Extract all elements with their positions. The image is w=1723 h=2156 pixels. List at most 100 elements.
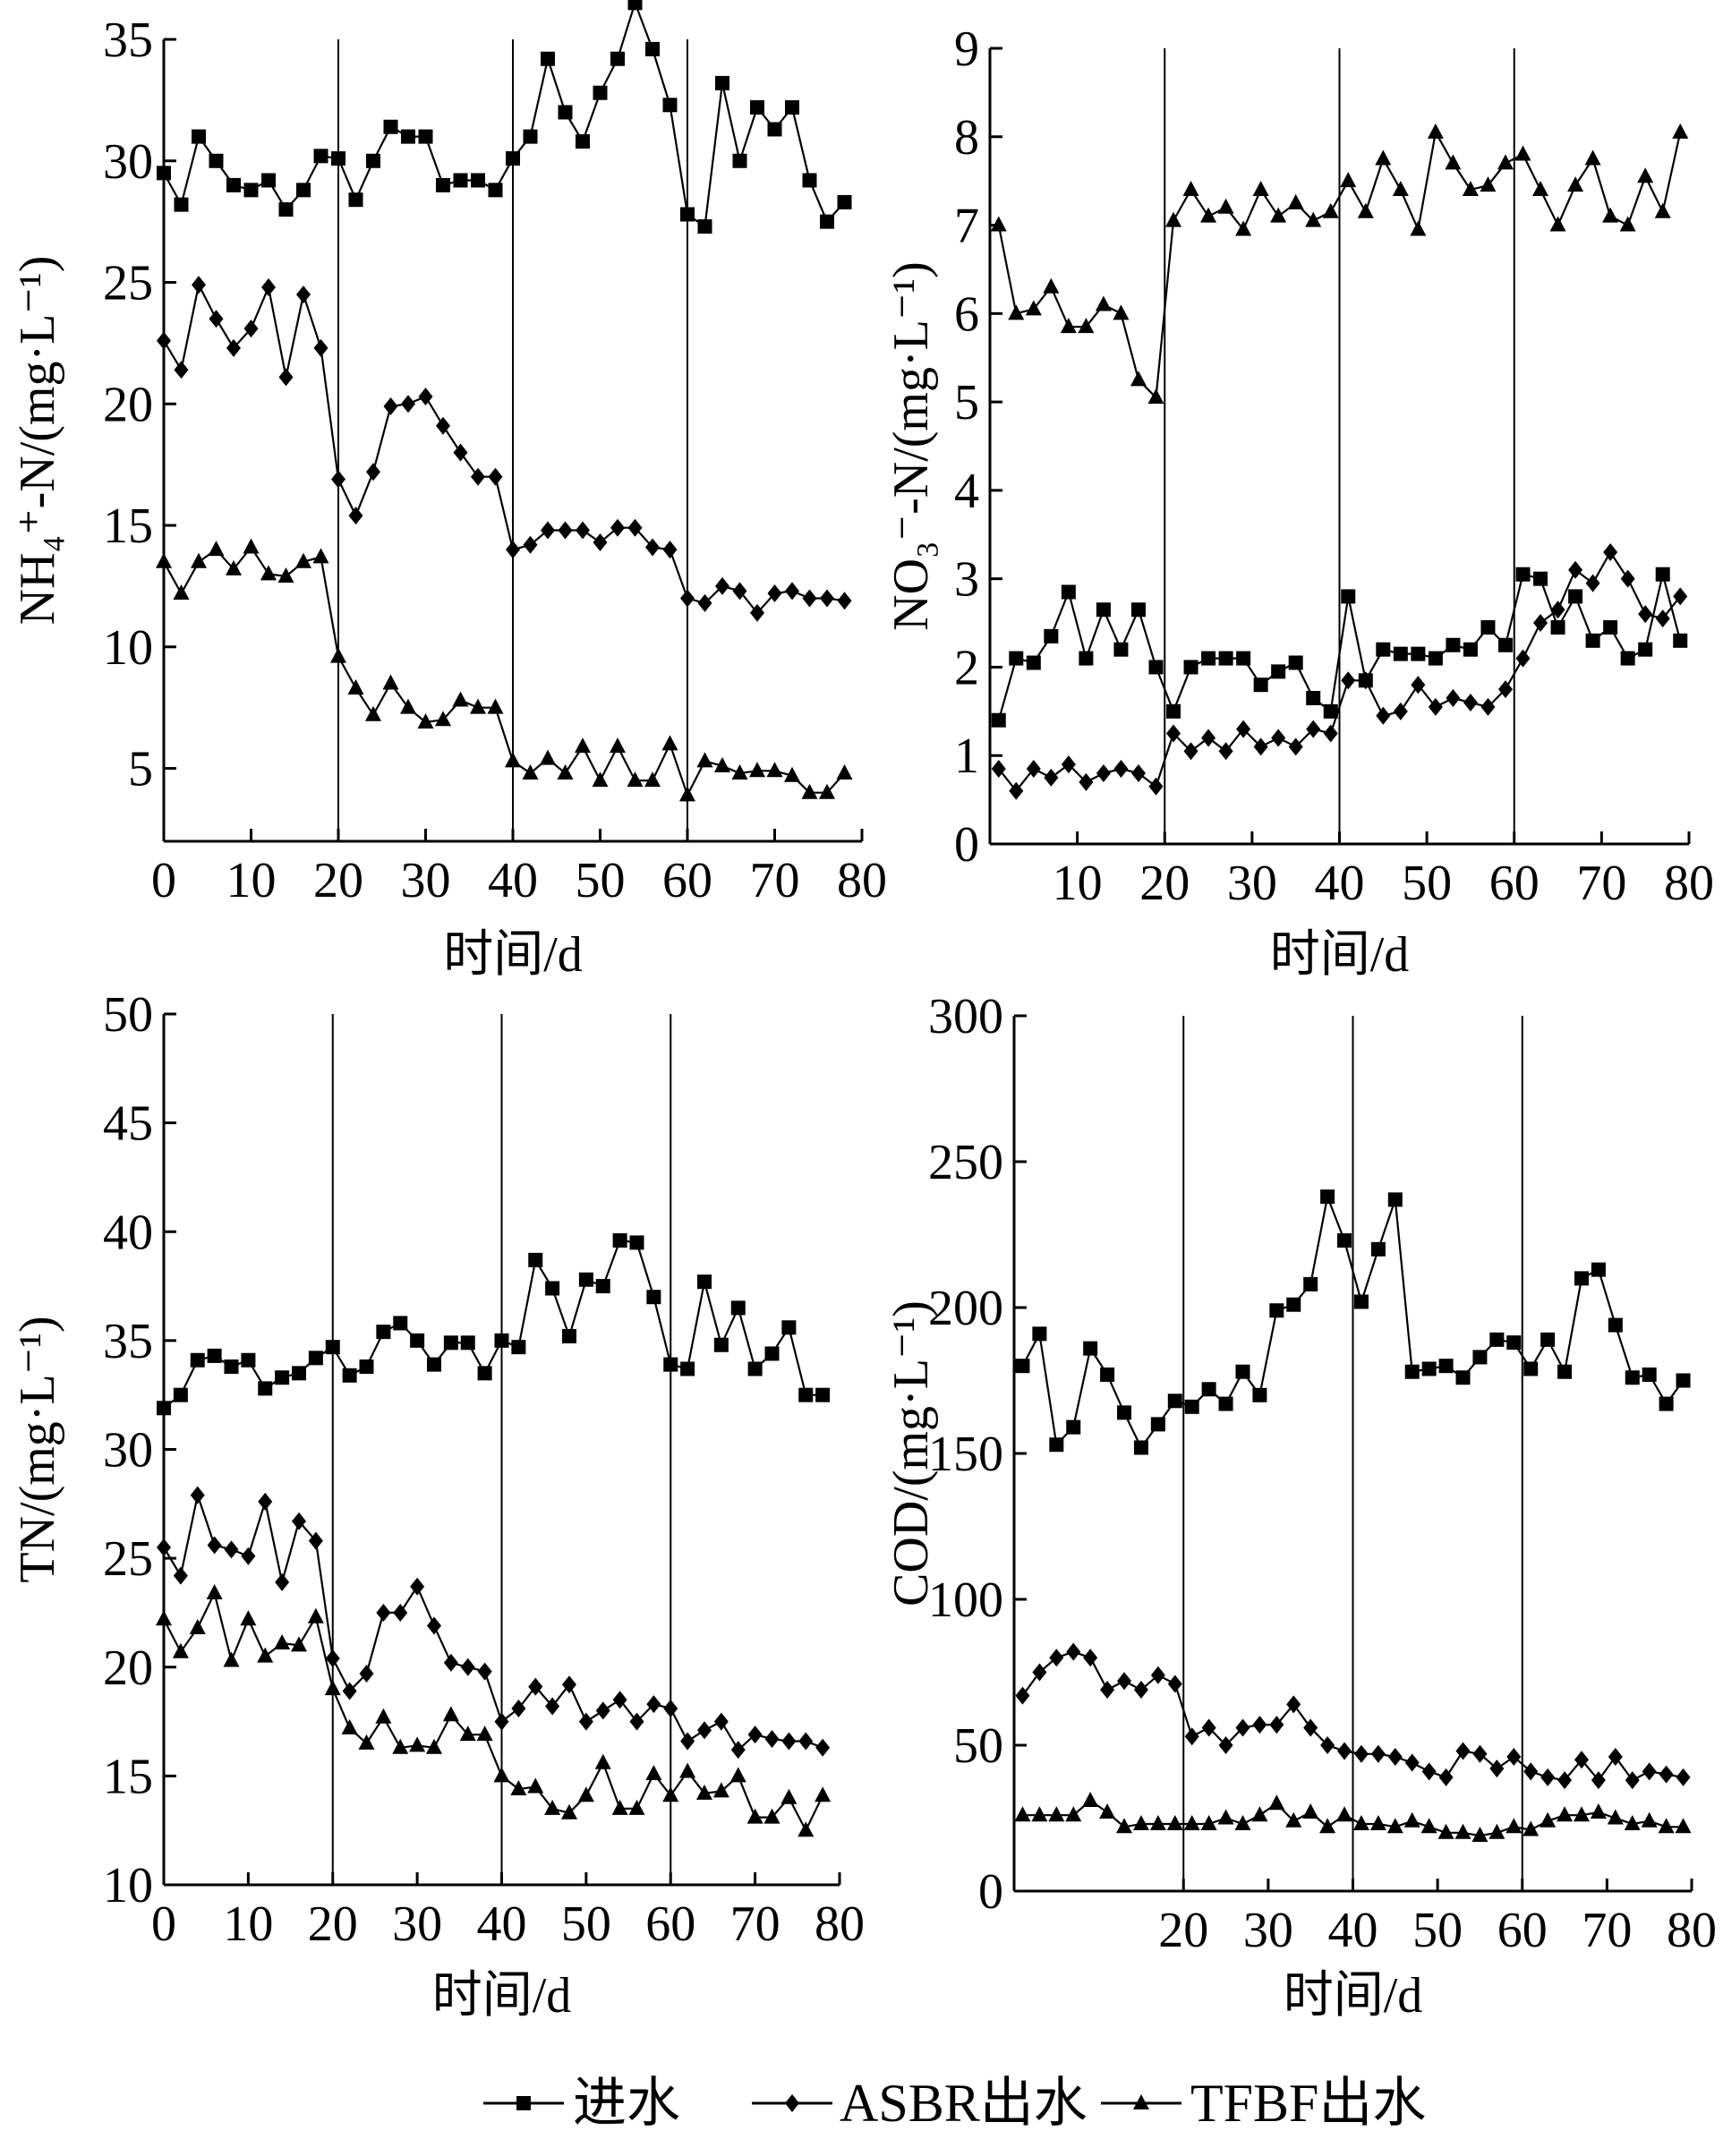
data-point xyxy=(836,763,853,780)
data-point xyxy=(593,533,608,552)
data-point xyxy=(506,541,520,559)
data-point xyxy=(679,786,695,802)
y-tick-label: 10 xyxy=(103,1858,153,1913)
data-point xyxy=(324,1680,341,1696)
y-tick-label: 1 xyxy=(954,729,979,784)
data-point xyxy=(1446,689,1461,708)
data-point xyxy=(1132,1815,1149,1831)
data-point xyxy=(1515,567,1531,582)
data-point xyxy=(312,548,329,564)
data-point xyxy=(815,1387,831,1402)
y-tick-label: 10 xyxy=(103,620,153,676)
data-point xyxy=(459,1726,476,1742)
x-tick-label: 20 xyxy=(1139,856,1190,911)
data-point xyxy=(471,173,485,188)
data-point xyxy=(578,1272,593,1287)
data-point xyxy=(224,1359,239,1375)
data-point xyxy=(612,1232,627,1248)
data-point xyxy=(1217,198,1234,214)
data-point xyxy=(1533,571,1548,586)
data-point xyxy=(1130,763,1146,782)
data-point xyxy=(376,1325,391,1340)
data-point xyxy=(729,1767,746,1783)
data-point xyxy=(1620,569,1635,588)
data-point xyxy=(1148,660,1164,675)
data-point xyxy=(1218,742,1233,761)
data-point xyxy=(191,552,207,568)
data-point xyxy=(1676,1768,1691,1786)
data-point xyxy=(1463,693,1478,712)
data-point xyxy=(278,202,294,217)
y-tick-label: 30 xyxy=(103,134,153,190)
data-point xyxy=(663,1357,678,1372)
data-point xyxy=(522,763,539,780)
data-point xyxy=(392,1738,409,1754)
data-point xyxy=(645,1764,662,1780)
y-tick-label: 35 xyxy=(103,1314,153,1369)
data-point xyxy=(1096,763,1111,782)
data-point xyxy=(732,582,747,601)
data-point xyxy=(471,467,485,486)
data-point xyxy=(257,1647,274,1663)
data-point xyxy=(1532,181,1549,197)
data-point xyxy=(1568,589,1583,604)
data-point xyxy=(764,1346,780,1361)
data-point xyxy=(1083,1649,1098,1667)
data-point xyxy=(460,1657,475,1676)
data-point xyxy=(680,589,695,608)
data-point xyxy=(1201,1382,1216,1397)
data-point xyxy=(1113,760,1129,779)
data-point xyxy=(628,1799,645,1815)
data-point xyxy=(1428,651,1443,666)
data-point xyxy=(1200,207,1217,223)
data-point xyxy=(243,538,260,554)
y-tick-label: 0 xyxy=(954,817,979,873)
x-axis-label: 时间/d xyxy=(443,927,583,983)
data-point xyxy=(1403,1811,1420,1828)
data-point xyxy=(837,592,852,610)
data-point xyxy=(1287,193,1304,209)
data-point xyxy=(292,1366,306,1381)
data-point xyxy=(696,1784,712,1800)
data-point xyxy=(313,149,328,164)
data-point xyxy=(523,535,538,554)
data-point xyxy=(540,749,556,765)
data-point xyxy=(1523,1361,1539,1376)
data-point xyxy=(1673,587,1688,606)
data-point xyxy=(156,1610,172,1626)
data-point xyxy=(157,1401,171,1416)
data-point xyxy=(1271,729,1286,747)
data-point xyxy=(697,593,712,612)
data-point xyxy=(541,51,555,66)
data-point xyxy=(1147,388,1164,405)
data-point xyxy=(1637,167,1654,183)
data-point xyxy=(308,1351,323,1366)
data-point xyxy=(1015,1359,1030,1374)
data-point xyxy=(1201,729,1216,747)
data-point xyxy=(1505,1818,1523,1834)
data-point xyxy=(1497,637,1513,652)
data-point xyxy=(610,518,625,537)
data-point xyxy=(1236,720,1251,738)
y-tick-label: 50 xyxy=(103,987,153,1043)
data-point xyxy=(1455,1742,1471,1760)
data-point xyxy=(1370,1241,1386,1257)
data-point xyxy=(1286,1695,1301,1714)
y-tick-label: 5 xyxy=(128,742,153,797)
data-point xyxy=(696,752,713,768)
data-point xyxy=(644,771,661,788)
x-tick-label: 80 xyxy=(1664,856,1714,911)
data-point xyxy=(1167,1675,1182,1693)
data-point xyxy=(243,320,259,338)
series-line xyxy=(163,0,846,229)
data-point xyxy=(1421,1361,1437,1376)
data-point xyxy=(241,1547,256,1565)
data-point xyxy=(511,1699,526,1717)
x-tick-label: 30 xyxy=(1243,1903,1293,1958)
data-point xyxy=(1641,1811,1658,1828)
data-point xyxy=(1113,642,1129,657)
data-point xyxy=(258,1492,273,1511)
data-point xyxy=(730,1300,746,1316)
data-point xyxy=(277,567,294,584)
data-point xyxy=(612,1691,627,1709)
